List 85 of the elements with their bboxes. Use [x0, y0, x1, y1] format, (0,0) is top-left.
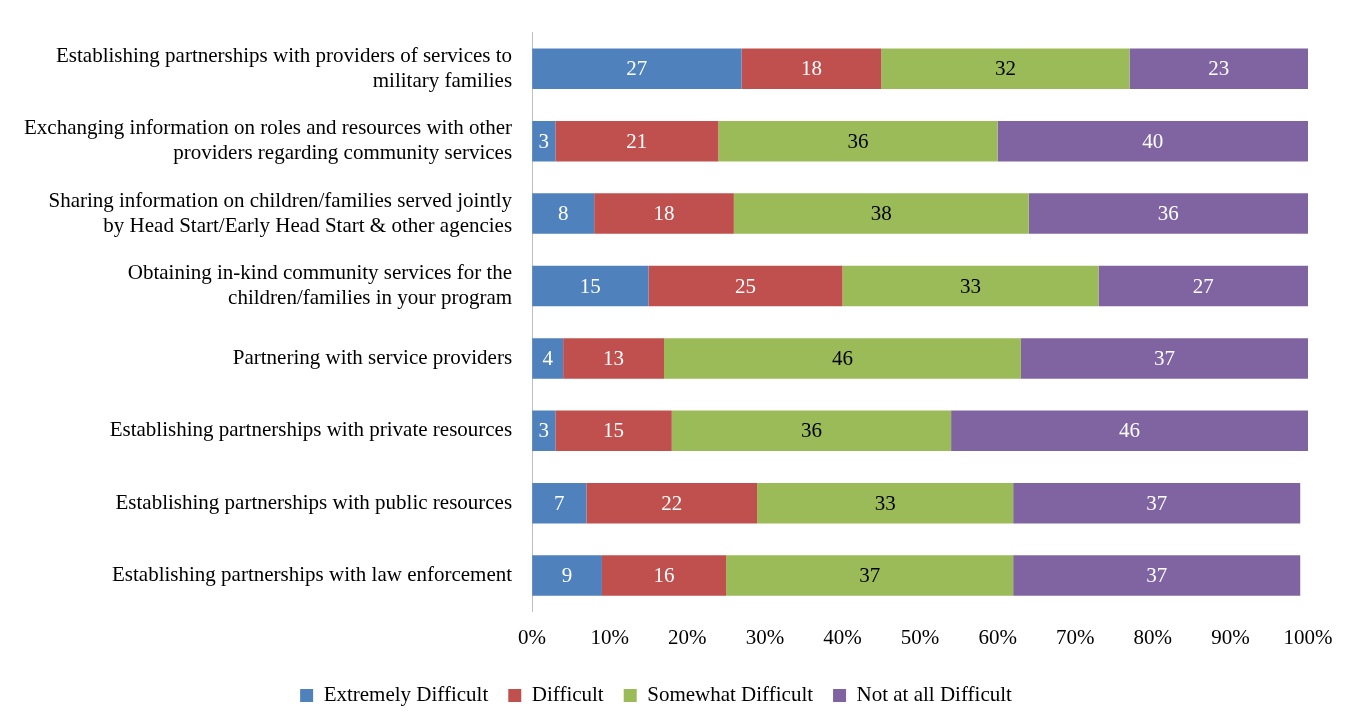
data-label: 46 [1119, 418, 1141, 443]
x-tick-label: 70% [1055, 624, 1095, 649]
data-label: 13 [603, 345, 625, 370]
x-tick-label: 10% [590, 624, 629, 649]
data-label: 18 [653, 201, 675, 226]
bar [555, 410, 672, 452]
bar [733, 193, 1029, 234]
data-label: 40 [1142, 128, 1164, 153]
y-tick-label: Sharing information on children/families served jointly by Head Start/Early Head Start & other agencies [48, 187, 513, 237]
data-label: 23 [1208, 56, 1230, 81]
x-tick-label: 30% [745, 624, 785, 649]
bar [532, 338, 564, 379]
x-tick-label: 90% [1211, 624, 1250, 649]
data-label: 4 [542, 345, 554, 370]
bar [563, 338, 665, 379]
bar [671, 410, 952, 452]
bar [1013, 482, 1301, 524]
bar [532, 48, 742, 90]
data-label: 22 [661, 490, 683, 515]
bar [1013, 555, 1301, 596]
legend-label: Somewhat Difficult [647, 682, 814, 707]
y-tick-label: Establishing partnerships with private resources [109, 417, 513, 442]
data-label: 37 [1146, 490, 1168, 515]
bar [1098, 265, 1308, 307]
data-label: 8 [557, 201, 569, 226]
data-label: 25 [734, 273, 756, 298]
y-tick-label: Exchanging information on roles and resources with other providers regarding community services [23, 115, 513, 165]
data-label: 37 [859, 563, 881, 588]
y-tick-label: Establishing partnerships with law enforcement [112, 562, 513, 587]
y-tick-label: Establishing partnerships with providers of services to military families [56, 42, 513, 92]
bar [1129, 48, 1308, 90]
data-label: 38 [870, 201, 892, 226]
data-label: 37 [1153, 345, 1175, 370]
x-tick-label: 40% [823, 624, 862, 649]
data-label: 9 [561, 563, 573, 588]
legend-label: Extremely Difficult [323, 682, 489, 707]
data-label: 36 [847, 128, 869, 153]
x-tick-label: 80% [1133, 624, 1173, 649]
bar [532, 265, 649, 307]
data-label: 33 [874, 490, 896, 515]
legend-label: Not at all Difficult [856, 682, 1013, 707]
x-tick-label: 60% [978, 624, 1017, 649]
bar [664, 338, 1021, 379]
data-label: 15 [579, 273, 601, 298]
bar [1028, 193, 1308, 234]
data-label: 16 [653, 563, 675, 588]
bar [532, 482, 587, 524]
y-tick-label: Partnering with service providers [232, 344, 513, 369]
x-tick-label: 50% [900, 624, 940, 649]
data-label: 46 [831, 345, 853, 370]
bar [951, 410, 1308, 452]
data-label: 32 [994, 56, 1016, 81]
data-label: 36 [1157, 201, 1179, 226]
data-label: 7 [554, 490, 565, 515]
y-tick-label: Establishing partnerships with public resources [115, 489, 513, 514]
y-tick-label: Obtaining in-kind community services for the children/families in your program [127, 259, 513, 310]
bar [718, 120, 998, 162]
data-label: 3 [538, 418, 549, 443]
bar [842, 265, 1099, 307]
bar [586, 482, 758, 524]
data-label: 18 [800, 56, 822, 81]
bar [726, 555, 1014, 596]
x-tick-label: 20% [668, 624, 707, 649]
bar [997, 120, 1308, 162]
data-label: 33 [959, 273, 981, 298]
x-tick-label: 100% [1283, 624, 1333, 649]
x-tick-label: 0% [518, 624, 547, 649]
legend-label: Difficult [531, 682, 604, 707]
bar [601, 555, 727, 596]
data-label: 37 [1146, 563, 1168, 588]
bar [532, 555, 602, 596]
bar [1020, 338, 1308, 379]
data-label: 36 [800, 418, 822, 443]
bar [532, 193, 595, 234]
bar [555, 120, 719, 162]
bar [648, 265, 843, 307]
bar [594, 193, 734, 234]
data-label: 27 [626, 56, 648, 81]
bar [757, 482, 1014, 524]
data-label: 15 [603, 418, 625, 443]
bar [881, 48, 1130, 90]
bar [741, 48, 882, 90]
data-label: 21 [626, 128, 648, 153]
data-label: 27 [1192, 273, 1214, 298]
data-label: 3 [538, 128, 549, 153]
